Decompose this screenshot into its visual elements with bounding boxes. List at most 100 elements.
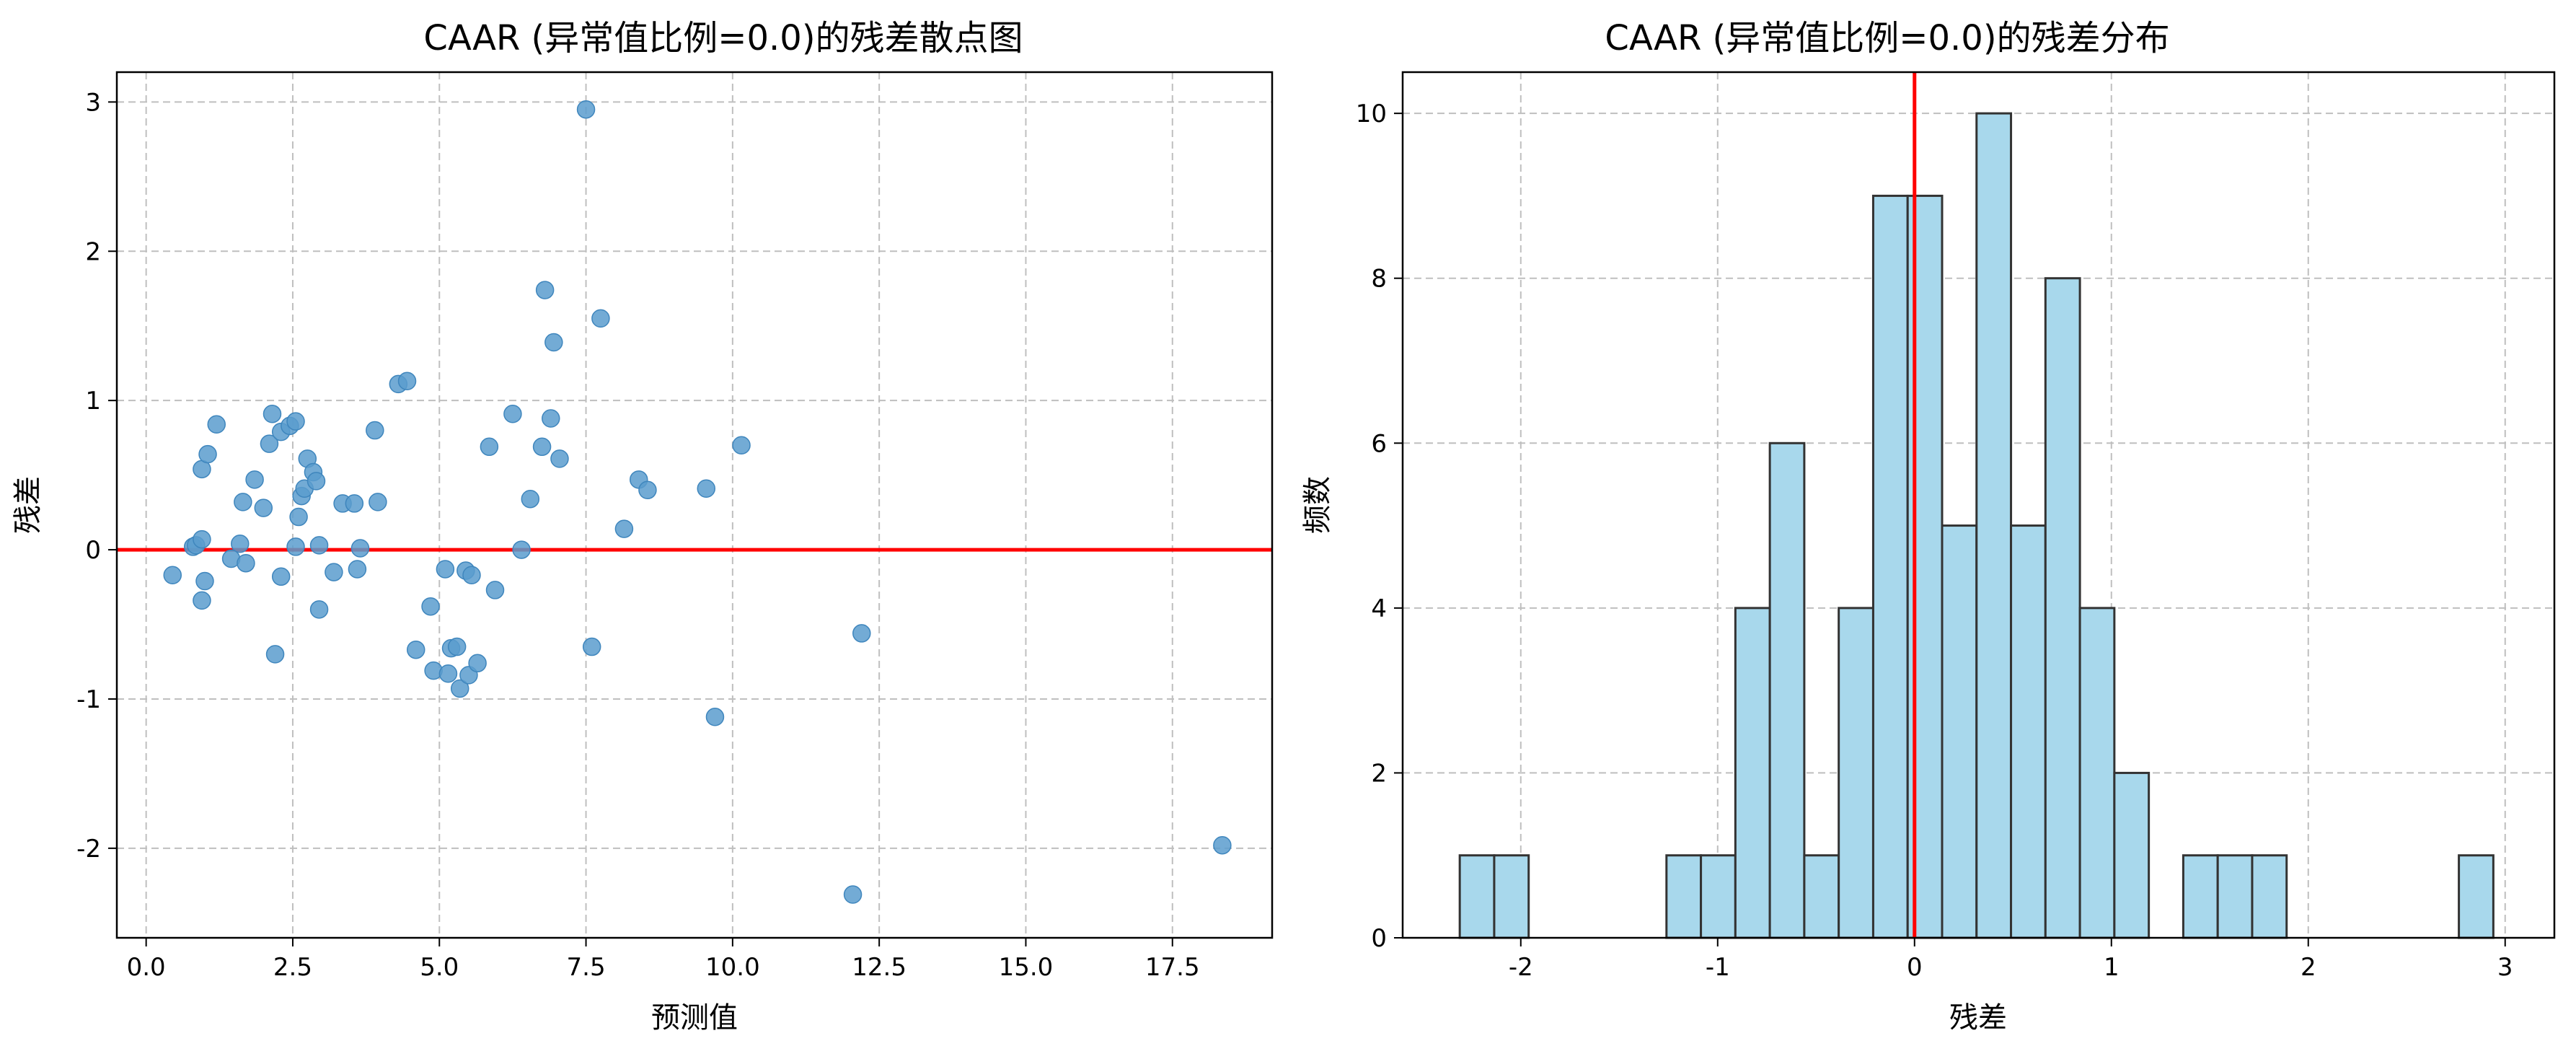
scatter-point — [193, 591, 211, 610]
histogram-x-axis-label: 残差 — [1949, 1001, 2007, 1034]
scatter-point — [852, 624, 871, 643]
scatter-point — [485, 581, 505, 599]
scatter-point — [450, 679, 469, 698]
histogram-bar — [1665, 854, 1703, 939]
p0-y-tick-label: 1 — [85, 387, 101, 416]
p0-y-tick-label: -2 — [76, 835, 101, 864]
histogram-bar — [2113, 771, 2151, 939]
histogram-bar — [2044, 277, 2081, 939]
p1-x-tick-label: -1 — [1706, 953, 1730, 982]
scatter-point — [198, 444, 217, 464]
scatter-point — [480, 437, 499, 457]
scatter-point — [234, 493, 252, 511]
histogram-bar — [2251, 854, 2288, 939]
histogram-bar — [1803, 854, 1840, 939]
p0-x-tick-label: 17.5 — [1145, 953, 1200, 982]
scatter-point — [207, 415, 226, 434]
histogram-bar — [1941, 524, 1978, 939]
histogram-bar — [2078, 607, 2116, 939]
histogram-y-axis-label: 频数 — [1301, 476, 1334, 534]
histogram-bar — [1493, 854, 1530, 939]
scatter-title: CAAR (异常值比例=0.0)的残差散点图 — [423, 18, 1023, 58]
scatter-point — [438, 664, 458, 683]
scatter-point — [163, 566, 182, 584]
histogram-bar — [1768, 441, 1806, 939]
histogram-bar — [1700, 854, 1737, 939]
scatter-point — [406, 640, 425, 659]
p1-y-tick-label: 6 — [1371, 429, 1387, 458]
scatter-point — [843, 885, 863, 904]
scatter-point — [521, 489, 540, 509]
p0-y-tick-label: 2 — [85, 237, 101, 266]
scatter-grid — [117, 72, 1272, 938]
p1-y-tick-label: 0 — [1371, 924, 1387, 953]
scatter-point — [366, 421, 384, 440]
p0-y-tick-label: -1 — [76, 685, 101, 714]
histogram-bar — [2216, 854, 2254, 939]
scatter-point — [325, 563, 343, 581]
histogram-bar — [1871, 194, 1909, 939]
scatter-point — [397, 372, 417, 391]
p1-y-tick-label: 2 — [1371, 759, 1387, 788]
scatter-point — [638, 480, 657, 500]
scatter-x-axis-label: 预测值 — [651, 1001, 738, 1034]
scatter-point — [550, 449, 569, 468]
scatter-point — [286, 412, 305, 431]
scatter-point — [265, 645, 285, 664]
p1-x-tick-label: 0 — [1907, 953, 1923, 982]
histogram-bar — [2010, 524, 2047, 939]
scatter-point — [350, 539, 370, 558]
scatter-point — [468, 654, 487, 673]
p0-x-tick-label: 2.5 — [273, 953, 312, 982]
scatter-point — [193, 530, 211, 549]
scatter-point — [576, 100, 596, 119]
scatter-point — [309, 536, 329, 555]
scatter-point — [705, 708, 725, 726]
p1-x-tick-label: 3 — [2497, 953, 2513, 982]
scatter-point — [369, 493, 387, 511]
scatter-point — [195, 571, 214, 591]
scatter-point — [345, 494, 364, 513]
p1-x-tick-label: -2 — [1509, 953, 1533, 982]
p0-x-tick-label: 0.0 — [127, 953, 166, 982]
p0-x-tick-label: 12.5 — [852, 953, 907, 982]
histogram-frame — [1401, 71, 2556, 939]
scatter-point — [286, 537, 305, 556]
scatter-point — [436, 560, 455, 579]
scatter-frame — [115, 71, 1274, 939]
scatter-point — [254, 498, 273, 517]
scatter-point — [591, 309, 610, 328]
histogram-bar — [2458, 854, 2495, 939]
p0-x-tick-label: 15.0 — [999, 953, 1054, 982]
scatter-point — [348, 560, 367, 579]
scatter-point — [732, 436, 751, 454]
scatter-point — [542, 409, 560, 428]
p1-y-tick-label: 10 — [1356, 100, 1387, 128]
p0-y-tick-label: 3 — [85, 88, 101, 117]
p1-x-tick-label: 2 — [2301, 953, 2316, 982]
histogram-bar — [1975, 112, 2013, 939]
scatter-point — [309, 600, 329, 619]
histogram-bar — [1838, 607, 1874, 939]
p0-x-tick-label: 7.5 — [567, 953, 606, 982]
p1-y-tick-label: 4 — [1371, 594, 1387, 623]
scatter-point — [1213, 835, 1232, 855]
p0-x-tick-label: 5.0 — [420, 953, 459, 982]
scatter-point — [245, 470, 264, 489]
scatter-panel: CAAR (异常值比例=0.0)的残差散点图 0.0 2.5 5.0 7.5 10.0 1… — [12, 18, 1274, 1034]
scatter-y-ticks: -2 -1 0 1 2 3 — [76, 88, 117, 864]
scatter-point — [231, 535, 250, 553]
scatter-point — [271, 567, 291, 586]
p0-x-tick-label: 10.0 — [705, 953, 760, 982]
histogram-title: CAAR (异常值比例=0.0)的残差分布 — [1605, 18, 2169, 58]
histogram-bar — [1458, 854, 1496, 939]
scatter-point — [535, 281, 555, 299]
p1-x-tick-label: 1 — [2104, 953, 2120, 982]
scatter-point — [289, 507, 308, 527]
scatter-point — [447, 637, 467, 656]
scatter-y-axis-label: 残差 — [12, 476, 45, 534]
scatter-point — [582, 637, 601, 656]
scatter-point — [532, 437, 552, 457]
scatter-x-ticks: 0.0 2.5 5.0 7.5 10.0 12.5 15.0 17.5 — [127, 938, 1200, 982]
